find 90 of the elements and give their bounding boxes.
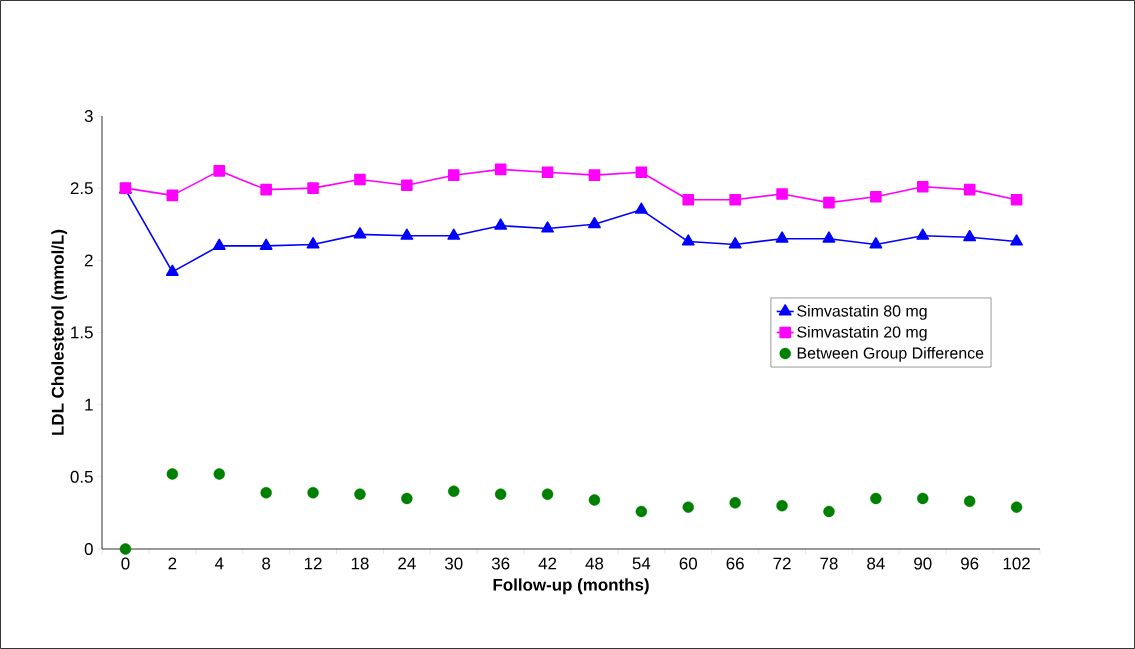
point bbox=[401, 179, 413, 192]
point bbox=[307, 487, 319, 499]
point bbox=[635, 505, 648, 518]
x-tick-label: 60 bbox=[679, 557, 698, 570]
y-tick-label: 2.5 bbox=[70, 182, 93, 195]
point bbox=[963, 229, 977, 242]
point bbox=[119, 543, 132, 555]
y-tick-label: 2 bbox=[84, 254, 93, 267]
point bbox=[400, 228, 414, 240]
point bbox=[775, 231, 789, 243]
x-tick-label: 90 bbox=[914, 557, 932, 570]
y-tick-label: 0.5 bbox=[70, 470, 93, 483]
point bbox=[635, 166, 648, 179]
point bbox=[869, 237, 883, 249]
point bbox=[260, 183, 272, 196]
point bbox=[588, 216, 601, 229]
point bbox=[354, 488, 366, 500]
x-tick-label: 54 bbox=[632, 557, 651, 570]
x-tick-label: 66 bbox=[726, 557, 744, 570]
point bbox=[494, 163, 507, 176]
x-tick-label: 72 bbox=[773, 557, 791, 570]
x-tick-label: 8 bbox=[262, 557, 271, 570]
point bbox=[1010, 234, 1023, 246]
x-tick-label: 78 bbox=[820, 557, 838, 570]
x-tick-label: 30 bbox=[444, 557, 463, 570]
point bbox=[213, 165, 226, 177]
point bbox=[634, 202, 648, 214]
point bbox=[963, 495, 976, 508]
point bbox=[588, 494, 601, 506]
point bbox=[494, 218, 508, 230]
point bbox=[682, 193, 695, 206]
point bbox=[260, 487, 272, 499]
point bbox=[776, 500, 788, 512]
point bbox=[448, 485, 460, 497]
y-tick-label: 1.5 bbox=[71, 326, 93, 339]
point bbox=[682, 501, 694, 513]
x-tick-label: 36 bbox=[491, 557, 510, 570]
point bbox=[823, 505, 835, 518]
y-tick-label: 1 bbox=[85, 398, 93, 411]
x-tick-label: 84 bbox=[867, 557, 885, 570]
point bbox=[541, 488, 554, 500]
x-tick-label: 48 bbox=[585, 557, 604, 570]
x-tick-label: 0 bbox=[121, 557, 130, 570]
x-tick-label: 96 bbox=[961, 557, 979, 570]
y-axis-title: LDL Cholesterol (mmol/L) bbox=[51, 229, 68, 435]
y-tick-label: 3 bbox=[84, 110, 93, 122]
point bbox=[165, 264, 179, 276]
x-tick-label: 42 bbox=[538, 557, 557, 570]
legend-label: Simvastatin 20 mg bbox=[797, 325, 927, 341]
point bbox=[166, 468, 179, 480]
point bbox=[870, 492, 882, 505]
point bbox=[259, 238, 273, 250]
point bbox=[1010, 501, 1023, 513]
point bbox=[728, 237, 742, 249]
point bbox=[307, 182, 319, 194]
x-tick-label: 4 bbox=[214, 557, 224, 570]
x-tick-label: 12 bbox=[304, 557, 322, 570]
point bbox=[588, 169, 601, 181]
point bbox=[166, 189, 179, 202]
point bbox=[917, 492, 929, 505]
point bbox=[212, 238, 226, 250]
point bbox=[353, 227, 367, 239]
point bbox=[776, 188, 788, 200]
point bbox=[916, 228, 930, 240]
x-tick-label: 18 bbox=[351, 557, 369, 570]
x-tick-label: 2 bbox=[168, 557, 177, 570]
point bbox=[354, 173, 366, 186]
point bbox=[729, 497, 741, 509]
point bbox=[963, 183, 976, 196]
point bbox=[1010, 193, 1023, 206]
y-tick-label: 0 bbox=[84, 543, 93, 555]
point bbox=[681, 234, 695, 246]
point bbox=[541, 221, 554, 233]
point bbox=[494, 488, 507, 500]
point bbox=[916, 180, 929, 193]
point bbox=[447, 169, 460, 181]
point bbox=[213, 468, 225, 480]
point bbox=[447, 228, 461, 240]
point bbox=[306, 237, 320, 249]
x-tick-label: 102 bbox=[1003, 557, 1030, 570]
legend-label: Simvastatin 80 mg bbox=[797, 304, 927, 320]
point bbox=[870, 191, 882, 203]
point bbox=[823, 196, 835, 209]
x-axis-title: Follow-up (months) bbox=[493, 578, 649, 595]
point bbox=[401, 492, 413, 505]
point bbox=[729, 193, 741, 206]
legend-label: Between Group Difference bbox=[797, 347, 984, 362]
point bbox=[822, 231, 836, 243]
point bbox=[541, 166, 554, 179]
x-tick-label: 24 bbox=[398, 557, 416, 570]
